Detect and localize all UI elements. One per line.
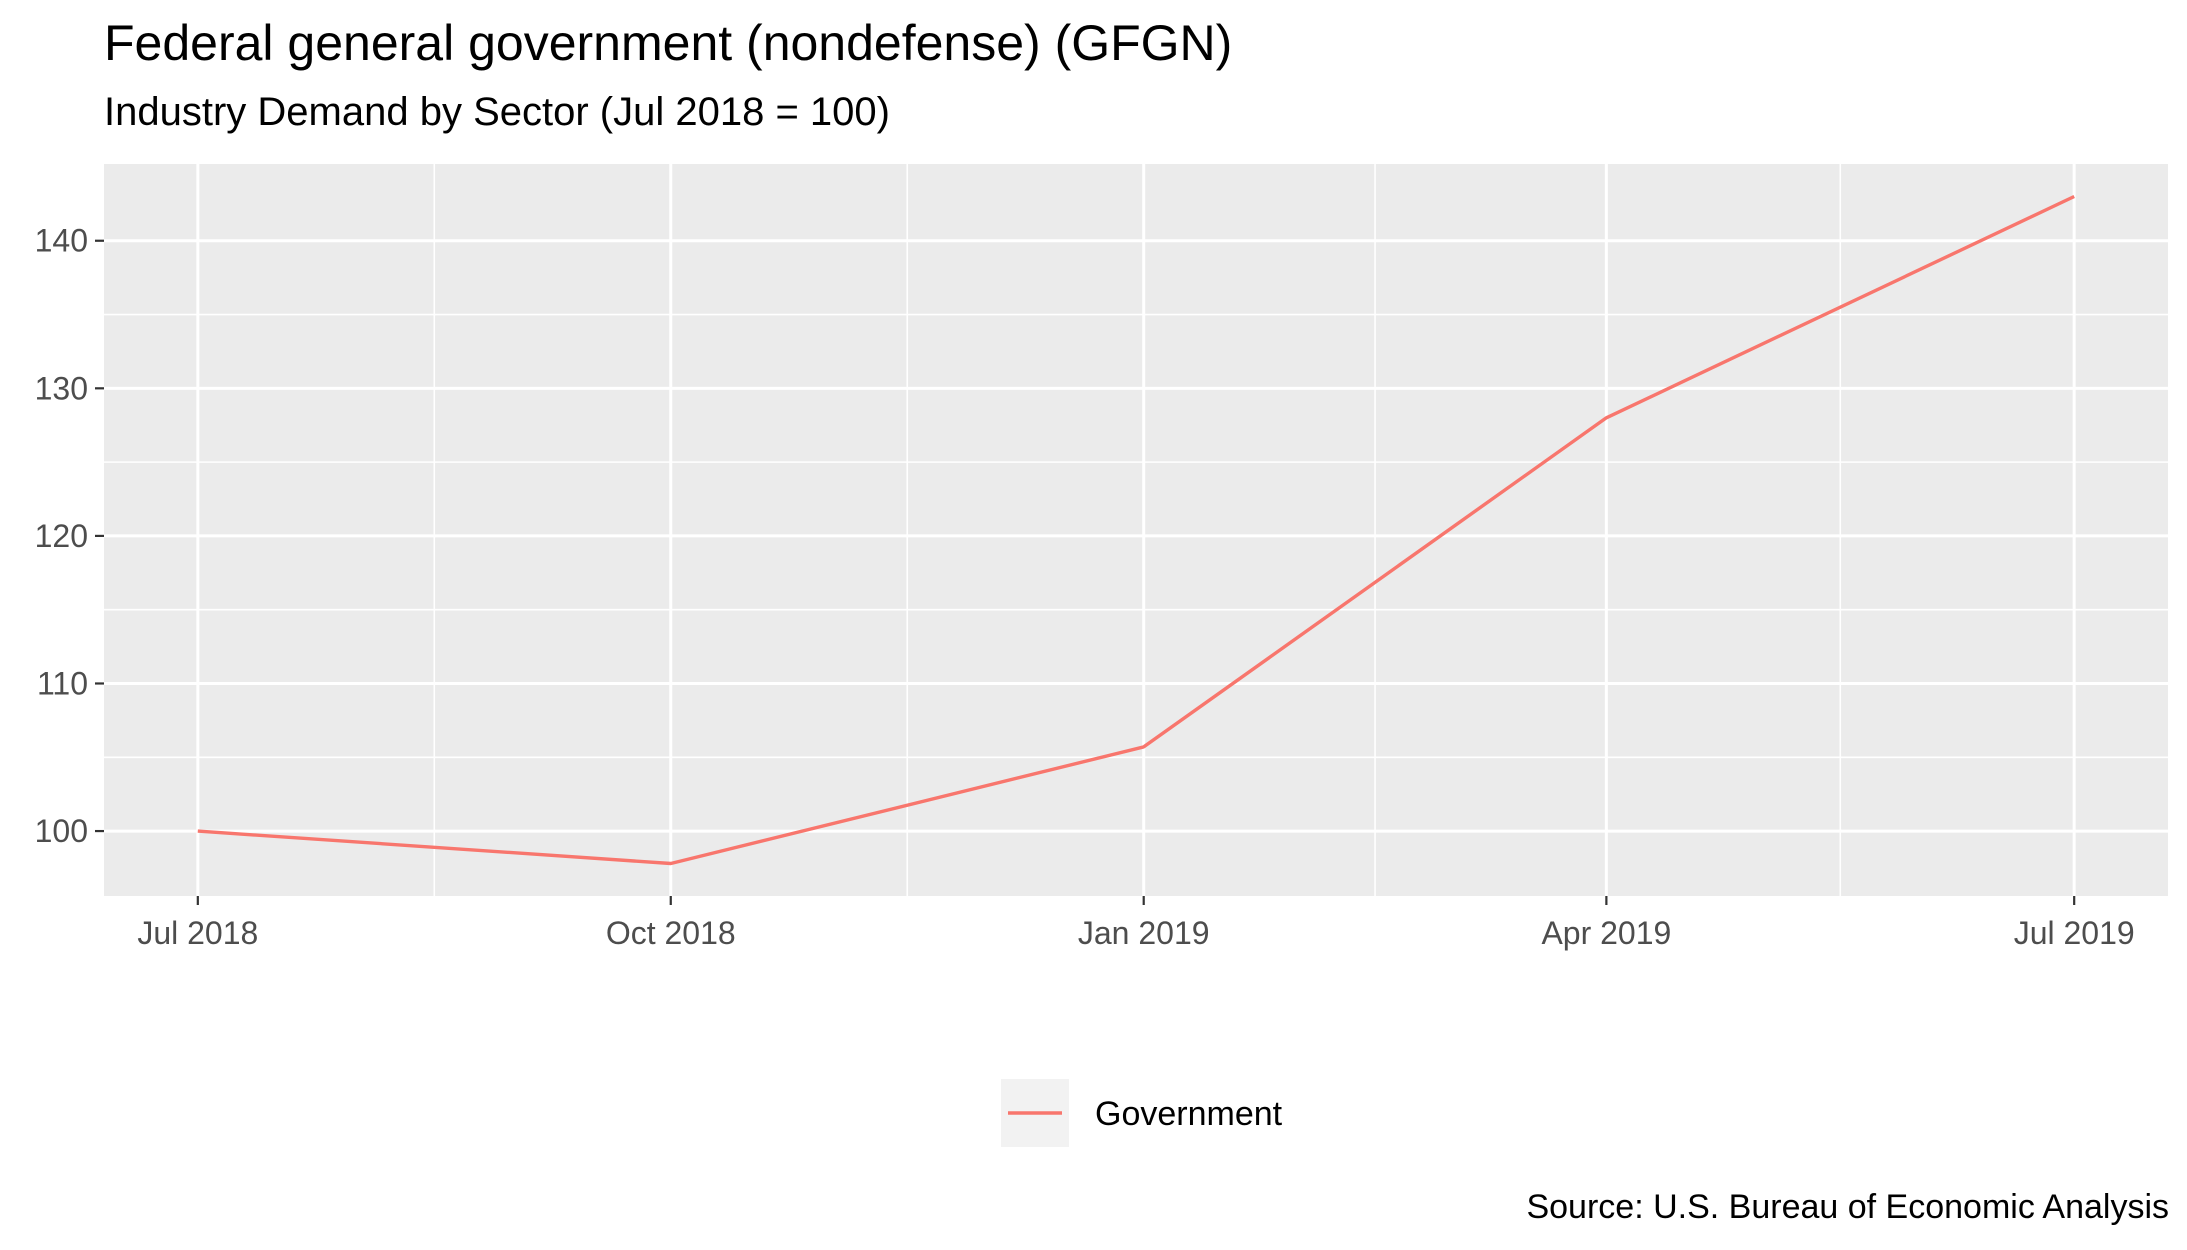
y-axis: 100 110 120 130 140 xyxy=(35,223,104,849)
chart-caption: Source: U.S. Bureau of Economic Analysis xyxy=(1526,1188,2169,1226)
chart-title: Federal general government (nondefense) … xyxy=(104,15,1233,71)
x-tick-label: Jul 2019 xyxy=(2014,915,2135,951)
legend-label: Government xyxy=(1095,1095,1283,1133)
y-tick-label: 100 xyxy=(35,813,88,849)
series-line-government xyxy=(197,194,2075,866)
chart-subtitle: Industry Demand by Sector (Jul 2018 = 10… xyxy=(104,90,890,134)
y-tick-label: 110 xyxy=(37,665,88,701)
x-tick-label: Apr 2019 xyxy=(1541,915,1671,951)
major-gridlines xyxy=(104,164,2168,896)
y-tick-label: 130 xyxy=(35,370,88,406)
x-axis: Jul 2018 Oct 2018 Jan 2019 Apr 2019 Jul 2019 xyxy=(137,896,2135,951)
y-tick-label: 140 xyxy=(35,223,88,259)
series-layer xyxy=(197,194,2075,866)
x-tick-label: Jan 2019 xyxy=(1078,915,1210,951)
y-tick-label: 120 xyxy=(35,518,88,554)
x-tick-label: Jul 2018 xyxy=(137,915,258,951)
x-tick-label: Oct 2018 xyxy=(606,915,736,951)
plot-panel xyxy=(104,164,2168,896)
legend: Government xyxy=(1001,1079,1283,1147)
